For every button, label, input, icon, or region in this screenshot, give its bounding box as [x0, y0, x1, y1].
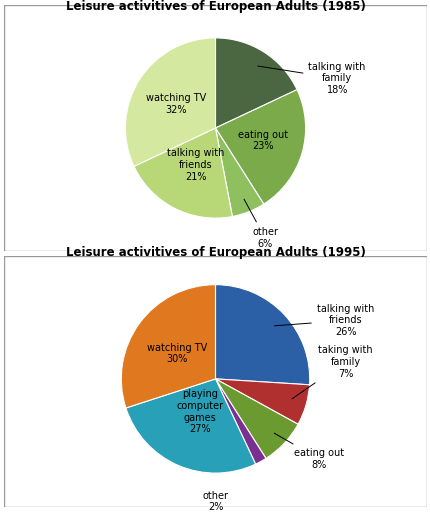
Wedge shape: [215, 379, 265, 464]
Text: other
6%: other 6%: [243, 199, 277, 249]
Text: talking with
friends
26%: talking with friends 26%: [274, 304, 373, 337]
Wedge shape: [126, 379, 255, 473]
Wedge shape: [215, 379, 309, 424]
Wedge shape: [125, 38, 215, 166]
FancyBboxPatch shape: [4, 5, 426, 251]
Wedge shape: [215, 90, 305, 204]
Wedge shape: [215, 379, 298, 458]
Text: watching TV
30%: watching TV 30%: [147, 343, 207, 364]
Text: watching TV
32%: watching TV 32%: [145, 93, 206, 115]
Wedge shape: [215, 38, 296, 128]
Text: talking with
friends
21%: talking with friends 21%: [167, 148, 224, 182]
Text: talking with
family
18%: talking with family 18%: [257, 62, 365, 95]
Text: taking with
family
7%: taking with family 7%: [291, 345, 372, 399]
Text: eating out
8%: eating out 8%: [273, 433, 344, 470]
Wedge shape: [215, 285, 309, 385]
Wedge shape: [134, 128, 232, 218]
Wedge shape: [215, 128, 263, 217]
FancyBboxPatch shape: [4, 256, 426, 507]
Title: Leisure activitives of European Adults (1985): Leisure activitives of European Adults (…: [65, 0, 365, 13]
Text: eating out
23%: eating out 23%: [237, 130, 288, 152]
Title: Leisure activitives of European Adults (1995): Leisure activitives of European Adults (…: [65, 246, 365, 259]
Text: playing
computer
games
27%: playing computer games 27%: [176, 389, 223, 434]
Wedge shape: [121, 285, 215, 408]
Text: other
2%: other 2%: [202, 490, 228, 512]
